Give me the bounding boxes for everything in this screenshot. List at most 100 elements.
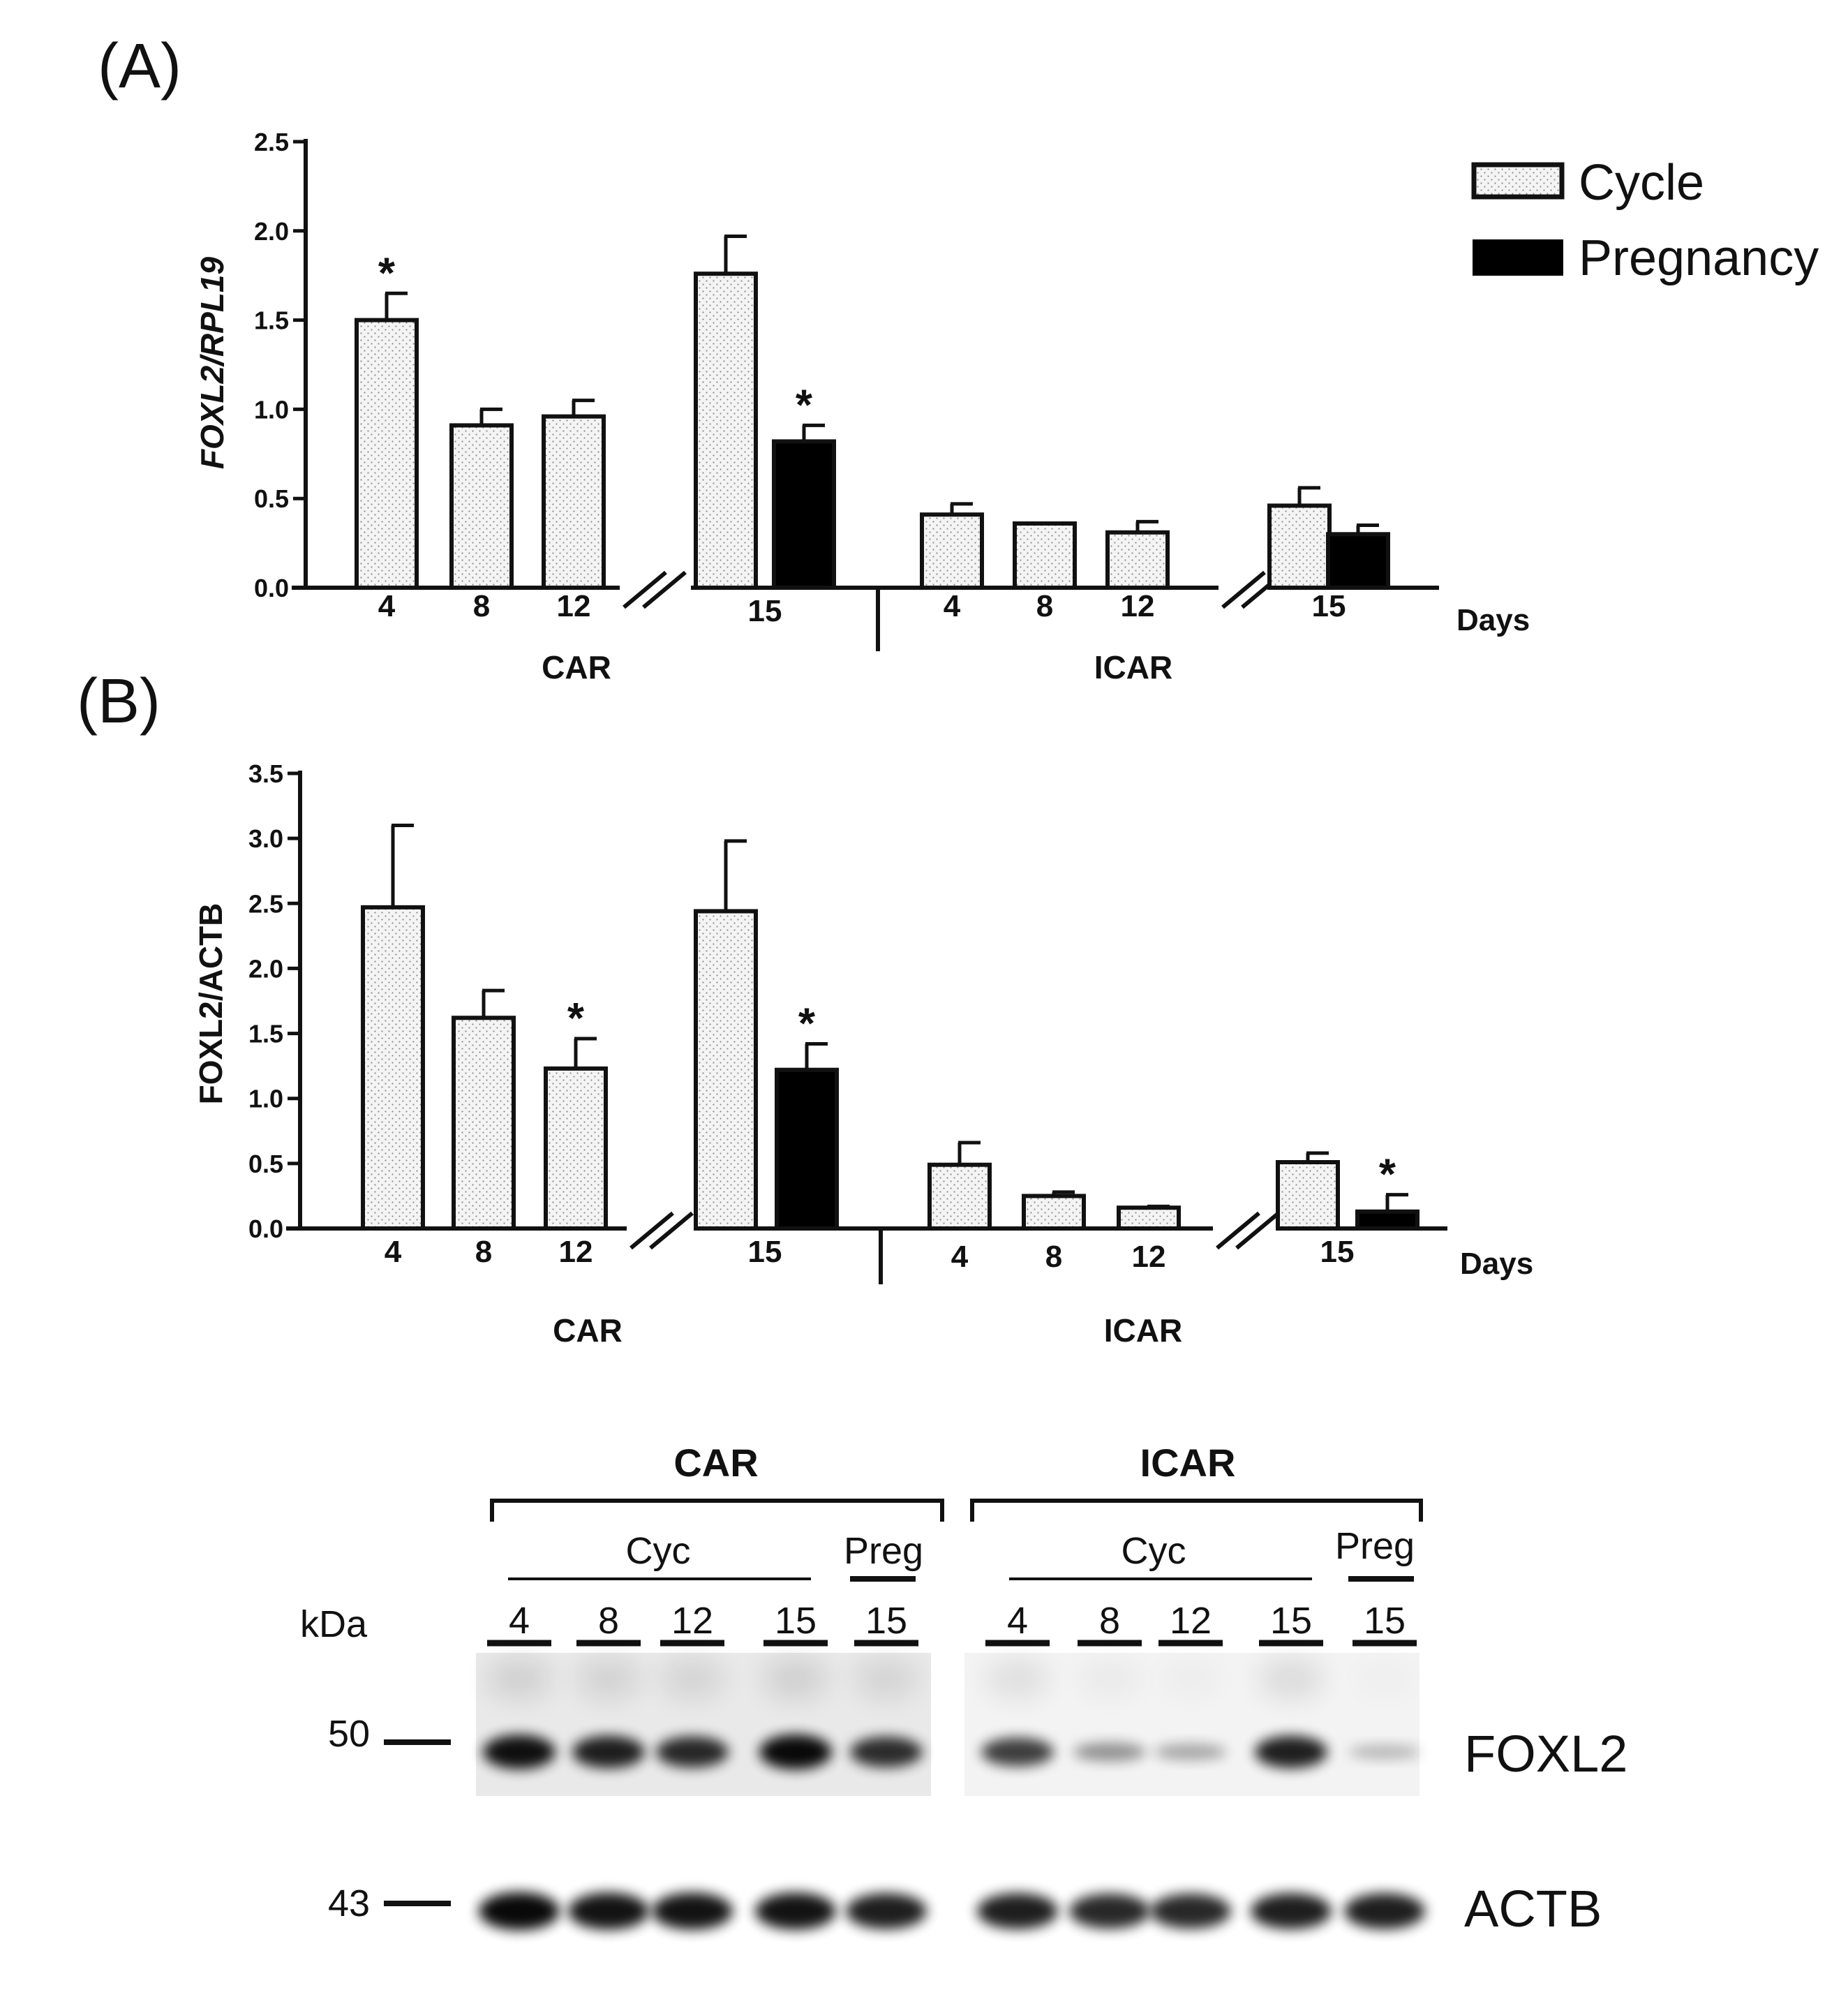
group-label-icar-b: ICAR [1104,1312,1182,1349]
axis-break-mark [642,570,687,609]
bar-cycle [449,423,514,590]
bar-cycle [452,1016,516,1231]
lane-label: 8 [1099,1600,1120,1642]
panel-label-a: (A) [98,31,181,101]
x-unit-label-b: Days [1460,1247,1533,1281]
axis-break-mark [629,1211,674,1250]
bars-b: * * * [361,824,1419,1231]
y-tick-label: 0.5 [248,1150,283,1178]
marker-50: 50 [328,1713,370,1755]
actb-band [652,1892,733,1930]
foxl2-band [1255,1735,1327,1769]
x-tick-label: 12 [1132,1240,1166,1274]
foxl2-band [1073,1742,1146,1762]
foxl2-bands [483,1659,1421,1770]
actb-band [846,1893,927,1929]
actb-band [479,1892,560,1931]
lane-label: 4 [509,1600,530,1642]
foxl2-smear [985,1659,1050,1698]
bracket-icar [970,1499,1423,1522]
bars-a: ** [355,234,1390,591]
legend-swatch-cycle [1471,162,1565,200]
foxl2-smear [1259,1659,1323,1698]
x-tick-label: 15 [748,594,782,628]
bracket-car [490,1499,944,1522]
y-tick-label: 1.5 [248,1020,283,1048]
foxl2-band [1154,1744,1227,1760]
significance-marker: * [1379,1151,1396,1199]
lane-label: 15 [775,1600,817,1642]
foxl2-smear [1078,1659,1142,1698]
lane-label: 4 [1007,1600,1028,1642]
x-tick-label: 8 [1045,1240,1062,1274]
actb-band [568,1892,649,1930]
group-label-car-b: CAR [553,1312,623,1349]
band-label-actb: ACTB [1464,1880,1602,1938]
actb-band [1069,1893,1150,1929]
foxl2-smear [763,1659,828,1698]
y-tick-label: 1.5 [254,306,289,335]
foxl2-band [759,1734,832,1770]
bar-pregnancy [1326,532,1390,591]
bar-cycle [1267,503,1332,591]
y-tick-label: 3.5 [248,759,283,788]
x-tick-label: 15 [1320,1235,1355,1269]
legend-label-cycle: Cycle [1579,155,1704,211]
bar-cycle [355,318,419,590]
bar-cycle [1022,1194,1086,1231]
group-label-icar-a: ICAR [1094,649,1172,685]
blot-lanes: 4 8 12 15 15 4 8 12 15 15 [487,1600,1417,1647]
panel-label-b: (B) [77,667,161,736]
bar-pregnancy [775,1067,839,1231]
x-tick-label: 8 [475,1235,492,1269]
y-tick-label: 0.5 [254,484,289,513]
lane-label: 15 [1270,1600,1312,1642]
lane-label: 15 [865,1600,907,1642]
band-label-foxl2: FOXL2 [1464,1725,1627,1783]
cond-cyc-car: Cyc [626,1530,691,1572]
bar-cycle [1013,521,1077,591]
bar-cycle [927,1162,992,1231]
bar-cycle [1117,1205,1181,1231]
y-tick-label: 2.5 [248,889,283,918]
cond-cyc-icar: Cyc [1122,1530,1186,1572]
x-tick-label: 15 [1312,589,1346,623]
foxl2-band [572,1735,645,1769]
significance-marker: * [796,381,813,429]
bar-cycle [542,414,606,591]
y-tick-label: 2.5 [254,128,289,156]
bar-cycle [920,512,984,590]
axis-break-mark [1216,1211,1260,1250]
bar-cycle [1105,530,1170,590]
legend-swatch-pregnancy [1473,239,1563,276]
group-label-car-a: CAR [542,649,611,685]
western-blot: CAR ICAR Cyc Preg Cyc Preg kDa 4 8 12 15 15 4… [300,1441,1627,1938]
x-tick-label: 4 [944,589,961,623]
actb-band [1344,1893,1425,1929]
axis-break-mark [1221,570,1266,609]
y-tick-label: 1.0 [254,395,289,424]
x-tick-label: 4 [385,1235,402,1269]
significance-marker: * [378,249,396,297]
x-tick-label: 8 [1036,589,1053,623]
foxl2-smear [1158,1659,1223,1698]
legend-label-pregnancy: Pregnancy [1579,230,1819,286]
x-tick-label: 12 [557,589,591,623]
lane-label: 8 [598,1600,619,1642]
y-tick-label: 2.0 [248,954,283,983]
kda-label: kDa [300,1603,368,1645]
y-tick-label: 3.0 [248,824,283,853]
significance-marker: * [798,1000,816,1048]
x-tick-label: 15 [748,1235,782,1269]
foxl2-smear [487,1659,551,1698]
y-ticks-b: 0.0 0.5 1.0 1.5 2.0 2.5 3.0 3.5 [248,759,300,1243]
bar-cycle [361,905,425,1231]
y-tick-label: 1.0 [248,1085,283,1113]
foxl2-band [1348,1744,1421,1760]
actb-band [977,1893,1058,1929]
foxl2-smear [854,1659,918,1698]
foxl2-smear [1353,1659,1417,1698]
x-tick-label: 4 [378,589,396,623]
